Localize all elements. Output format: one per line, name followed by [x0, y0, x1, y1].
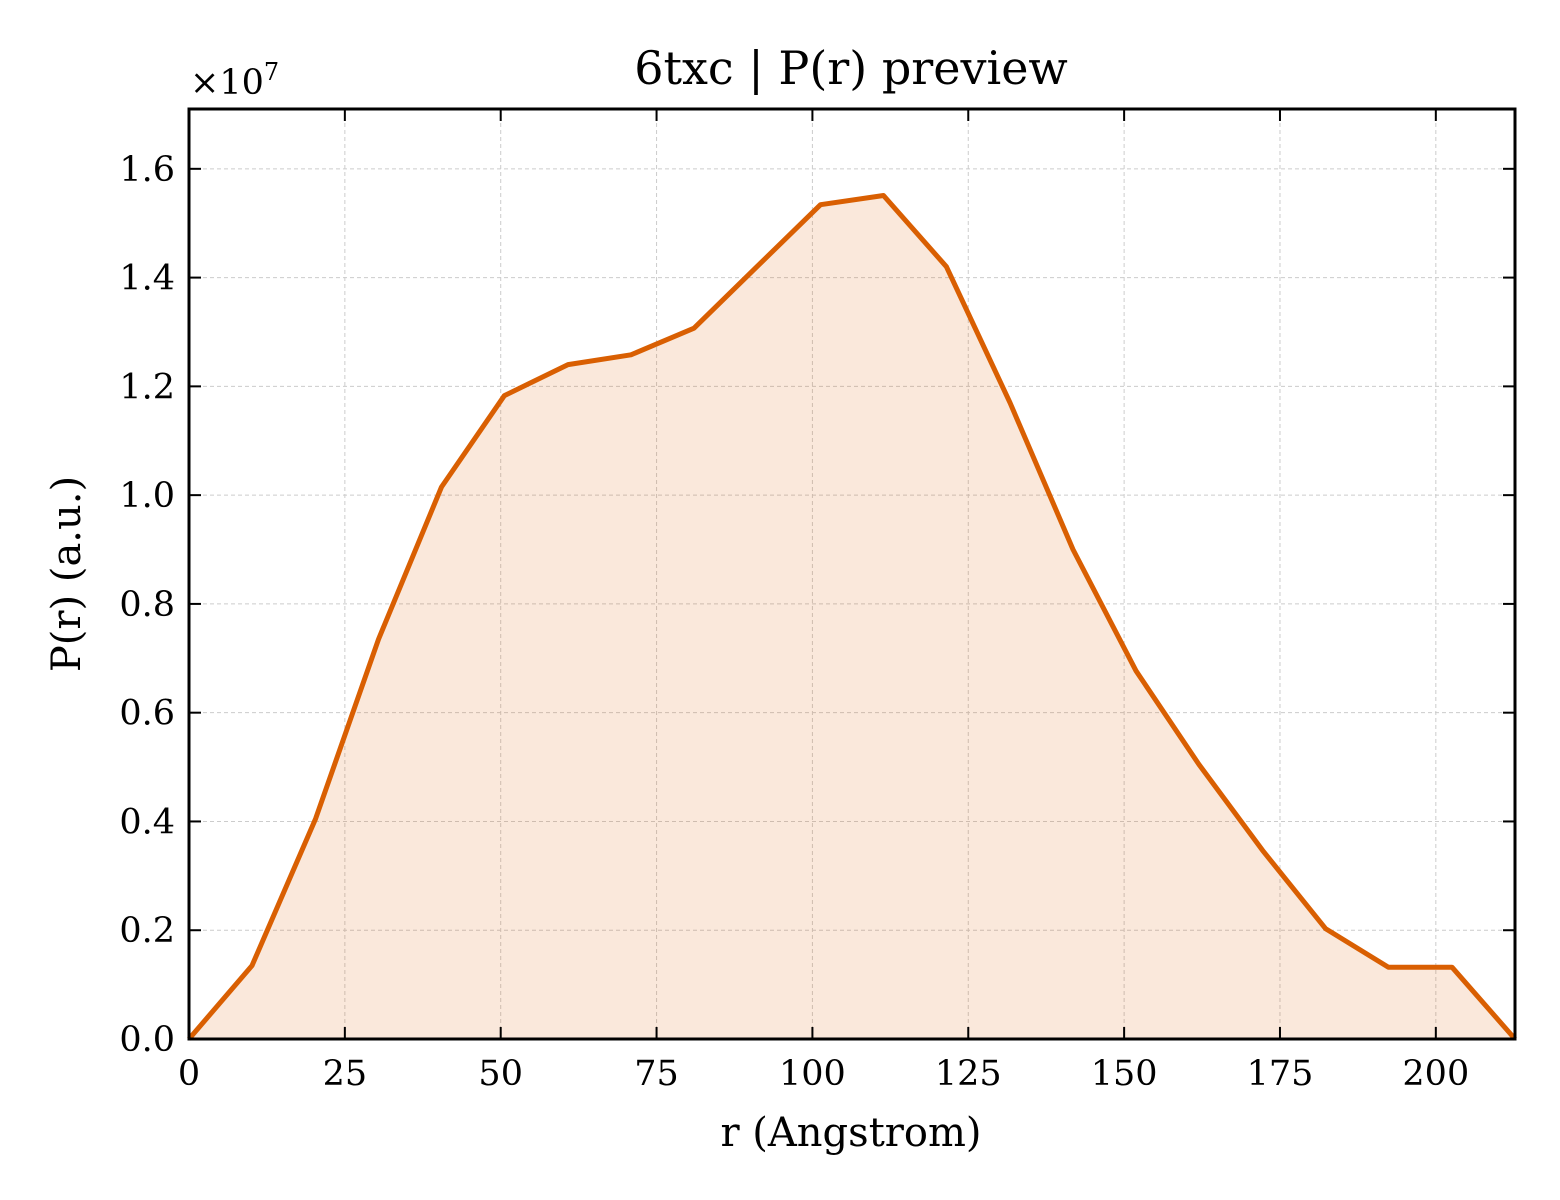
x-tick-label: 25 [323, 1054, 368, 1094]
y-tick-label: 1.0 [119, 476, 175, 516]
y-tick-label: 0.2 [119, 911, 175, 951]
y-axis-label: P(r) (a.u.) [44, 476, 90, 672]
area-fill [189, 195, 1515, 1039]
series-line [187, 193, 1517, 1041]
y-axis-multiplier-base: ×10 [190, 63, 264, 103]
y-axis-multiplier: ×107 [190, 58, 279, 103]
plot-frame [187, 107, 1517, 1041]
chart-title: 6txc | P(r) preview [634, 41, 1068, 95]
y-tick-label: 0.0 [119, 1020, 175, 1060]
y-tick-label: 1.4 [119, 259, 175, 299]
x-tick-label: 125 [935, 1054, 1002, 1094]
x-tick-label: 75 [634, 1054, 679, 1094]
x-tick-label: 200 [1402, 1054, 1469, 1094]
y-tick-label: 1.2 [119, 367, 175, 407]
y-tick-label: 0.6 [119, 694, 175, 734]
grid-lines [188, 109, 1515, 1039]
y-tick-label: 1.6 [119, 150, 175, 190]
x-tick-label: 50 [478, 1054, 523, 1094]
axis-ticks [188, 109, 1515, 1040]
x-tick-label: 0 [178, 1054, 200, 1094]
x-tick-label: 100 [779, 1054, 846, 1094]
tick-labels: 0 25 50 75 100 125 150 175 200 0.0 0.2 0.4 0.6 0.8 1.0… [119, 150, 1469, 1094]
y-tick-label: 0.8 [119, 585, 175, 625]
x-tick-label: 175 [1247, 1054, 1314, 1094]
x-axis-label: r (Angstrom) [720, 1110, 981, 1156]
x-tick-label: 150 [1091, 1054, 1158, 1094]
y-tick-label: 0.4 [119, 802, 175, 842]
y-axis-multiplier-exponent: 7 [264, 58, 279, 86]
